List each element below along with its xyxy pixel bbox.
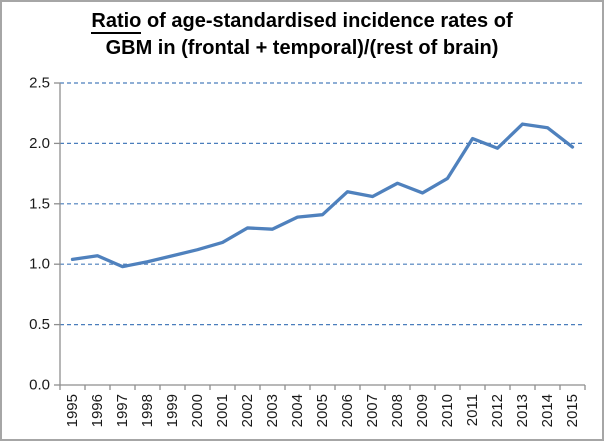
x-tick-label: 1998 [139,394,156,427]
x-tick-label: 2005 [314,394,331,427]
x-tick-label: 1995 [64,394,81,427]
x-tick-label: 2010 [439,394,456,427]
chart-title-underlined-word: Ratio [91,10,142,34]
x-tick-label: 2011 [464,394,481,426]
y-tick-label: 0.0 [29,377,50,394]
chart-title-line2: GBM in (frontal + temporal)/(rest of bra… [105,37,499,59]
x-tick-label: 2004 [289,394,306,427]
chart-title-line1-rest: of age-standardised incidence rates of [141,10,513,32]
x-tick-label: 2000 [189,394,206,427]
x-tick-label: 2006 [339,394,356,427]
chart-title-line1: Ratio of age-standardised incidence rate… [2,8,602,35]
x-tick-label: 2002 [239,394,256,427]
x-tick-label: 1999 [164,394,181,427]
x-tick-label: 2001 [214,394,231,427]
x-tick-label: 2012 [489,394,506,427]
x-tick-label: 2003 [264,394,281,427]
x-tick-label: 2007 [364,394,381,427]
x-tick-label: 1996 [89,394,106,427]
x-tick-label: 2009 [414,394,431,427]
x-tick-label: 2013 [514,394,531,427]
x-tick-label: 2008 [389,394,406,427]
y-tick-label: 1.0 [29,256,50,273]
chart-title: Ratio of age-standardised incidence rate… [2,8,602,62]
y-tick-label: 2.0 [29,135,50,152]
y-tick-label: 0.5 [29,316,50,333]
y-tick-label: 2.5 [29,75,50,92]
data-line-series [70,122,575,269]
x-tick-label: 2014 [539,394,556,427]
x-tick-label: 2015 [564,394,581,427]
x-tick-label: 1997 [114,394,131,427]
y-tick-label: 1.5 [29,195,50,212]
